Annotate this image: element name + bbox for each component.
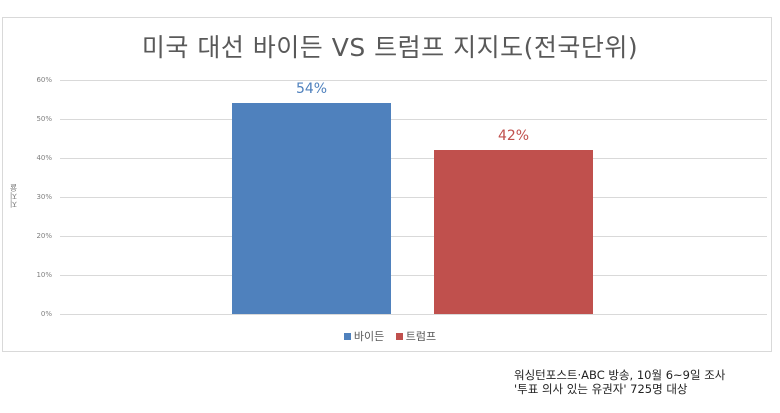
source-note: 워싱턴포스트·ABC 방송, 10월 6~9일 조사 '투표 의사 있는 유권자…: [514, 368, 725, 396]
data-label-biden: 54%: [295, 81, 328, 98]
gridline: [60, 158, 767, 159]
gridline: [60, 275, 767, 276]
legend: 바이든 트럼프: [0, 328, 780, 344]
legend-label: 바이든: [353, 330, 385, 343]
baseline: [60, 314, 767, 315]
y-tick: 40%: [36, 154, 52, 162]
bar-trump: [434, 150, 593, 314]
legend-label: 트럼프: [405, 330, 437, 343]
gridline: [60, 236, 767, 237]
source-line-1: 워싱턴포스트·ABC 방송, 10월 6~9일 조사: [514, 368, 726, 382]
source-line-2: '투표 의사 있는 유권자' 725명 대상: [514, 382, 688, 396]
y-axis-label: 지지율: [9, 184, 18, 208]
legend-swatch-icon: [343, 332, 351, 340]
gridline: [60, 197, 767, 198]
y-tick: 30%: [36, 193, 52, 201]
legend-swatch-icon: [395, 332, 403, 340]
y-tick: 0%: [40, 310, 52, 318]
y-tick: 50%: [36, 115, 52, 123]
gridline: [60, 80, 767, 81]
data-label-trump: 42%: [497, 128, 530, 145]
gridline: [60, 119, 767, 120]
legend-item-biden: 바이든: [343, 328, 385, 344]
bar-biden: [232, 103, 391, 314]
legend-item-trump: 트럼프: [395, 328, 437, 344]
y-tick: 10%: [36, 271, 52, 279]
y-tick: 60%: [36, 76, 52, 84]
chart-title: 미국 대선 바이든 VS 트럼프 지지도(전국단위): [141, 33, 639, 62]
y-tick: 20%: [36, 232, 52, 240]
